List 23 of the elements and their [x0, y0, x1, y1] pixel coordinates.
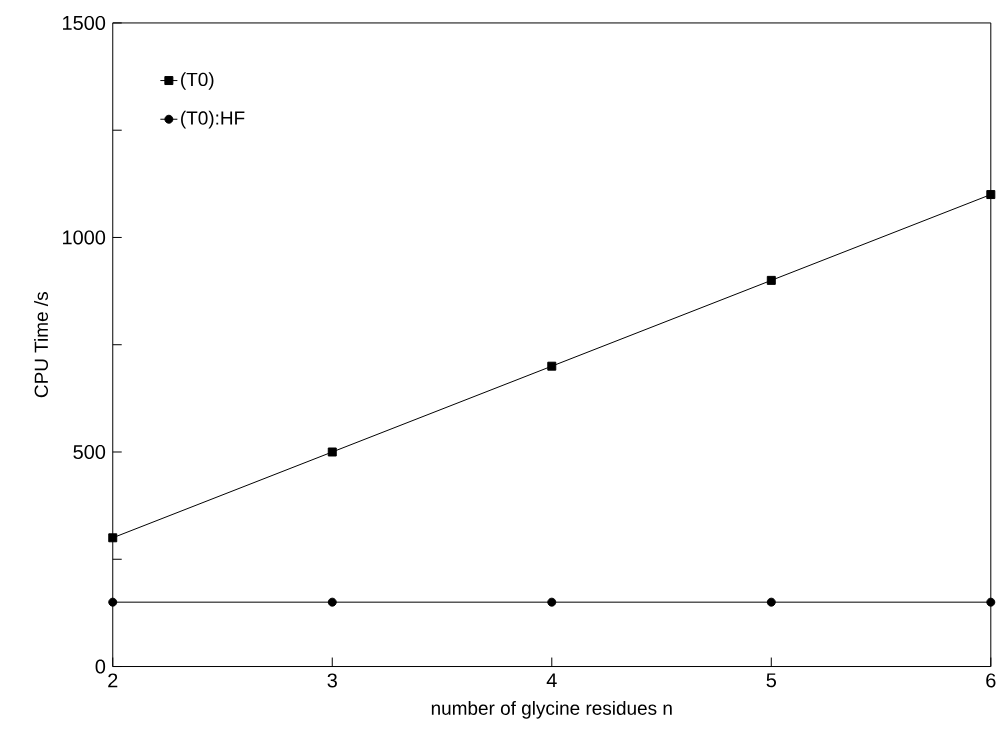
point	[986, 189, 996, 199]
point	[547, 361, 557, 371]
y-tick-label: 1500	[63, 15, 106, 30]
x-tick-label: 4	[546, 673, 557, 687]
point	[327, 447, 337, 457]
y-tick-label: 1000	[63, 230, 106, 245]
point	[986, 597, 996, 607]
y-tick-label: 500	[73, 444, 106, 459]
point	[108, 533, 118, 543]
x-tick-label: 3	[327, 673, 337, 688]
point	[327, 597, 337, 607]
y-tick-label: 0	[95, 659, 106, 674]
legend-label: (T0):HF	[181, 110, 245, 129]
x-tick-label: 6	[986, 673, 996, 688]
point	[547, 597, 557, 607]
point	[766, 597, 776, 607]
legend-label: (T0)	[181, 72, 214, 90]
y-axis-title: CPU Time /s	[34, 291, 49, 397]
x-axis-title: number of glycine residues n	[431, 700, 672, 719]
x-tick-label: 2	[108, 673, 118, 688]
point	[108, 597, 118, 607]
point	[766, 275, 776, 285]
x-tick-label: 5	[766, 673, 777, 688]
